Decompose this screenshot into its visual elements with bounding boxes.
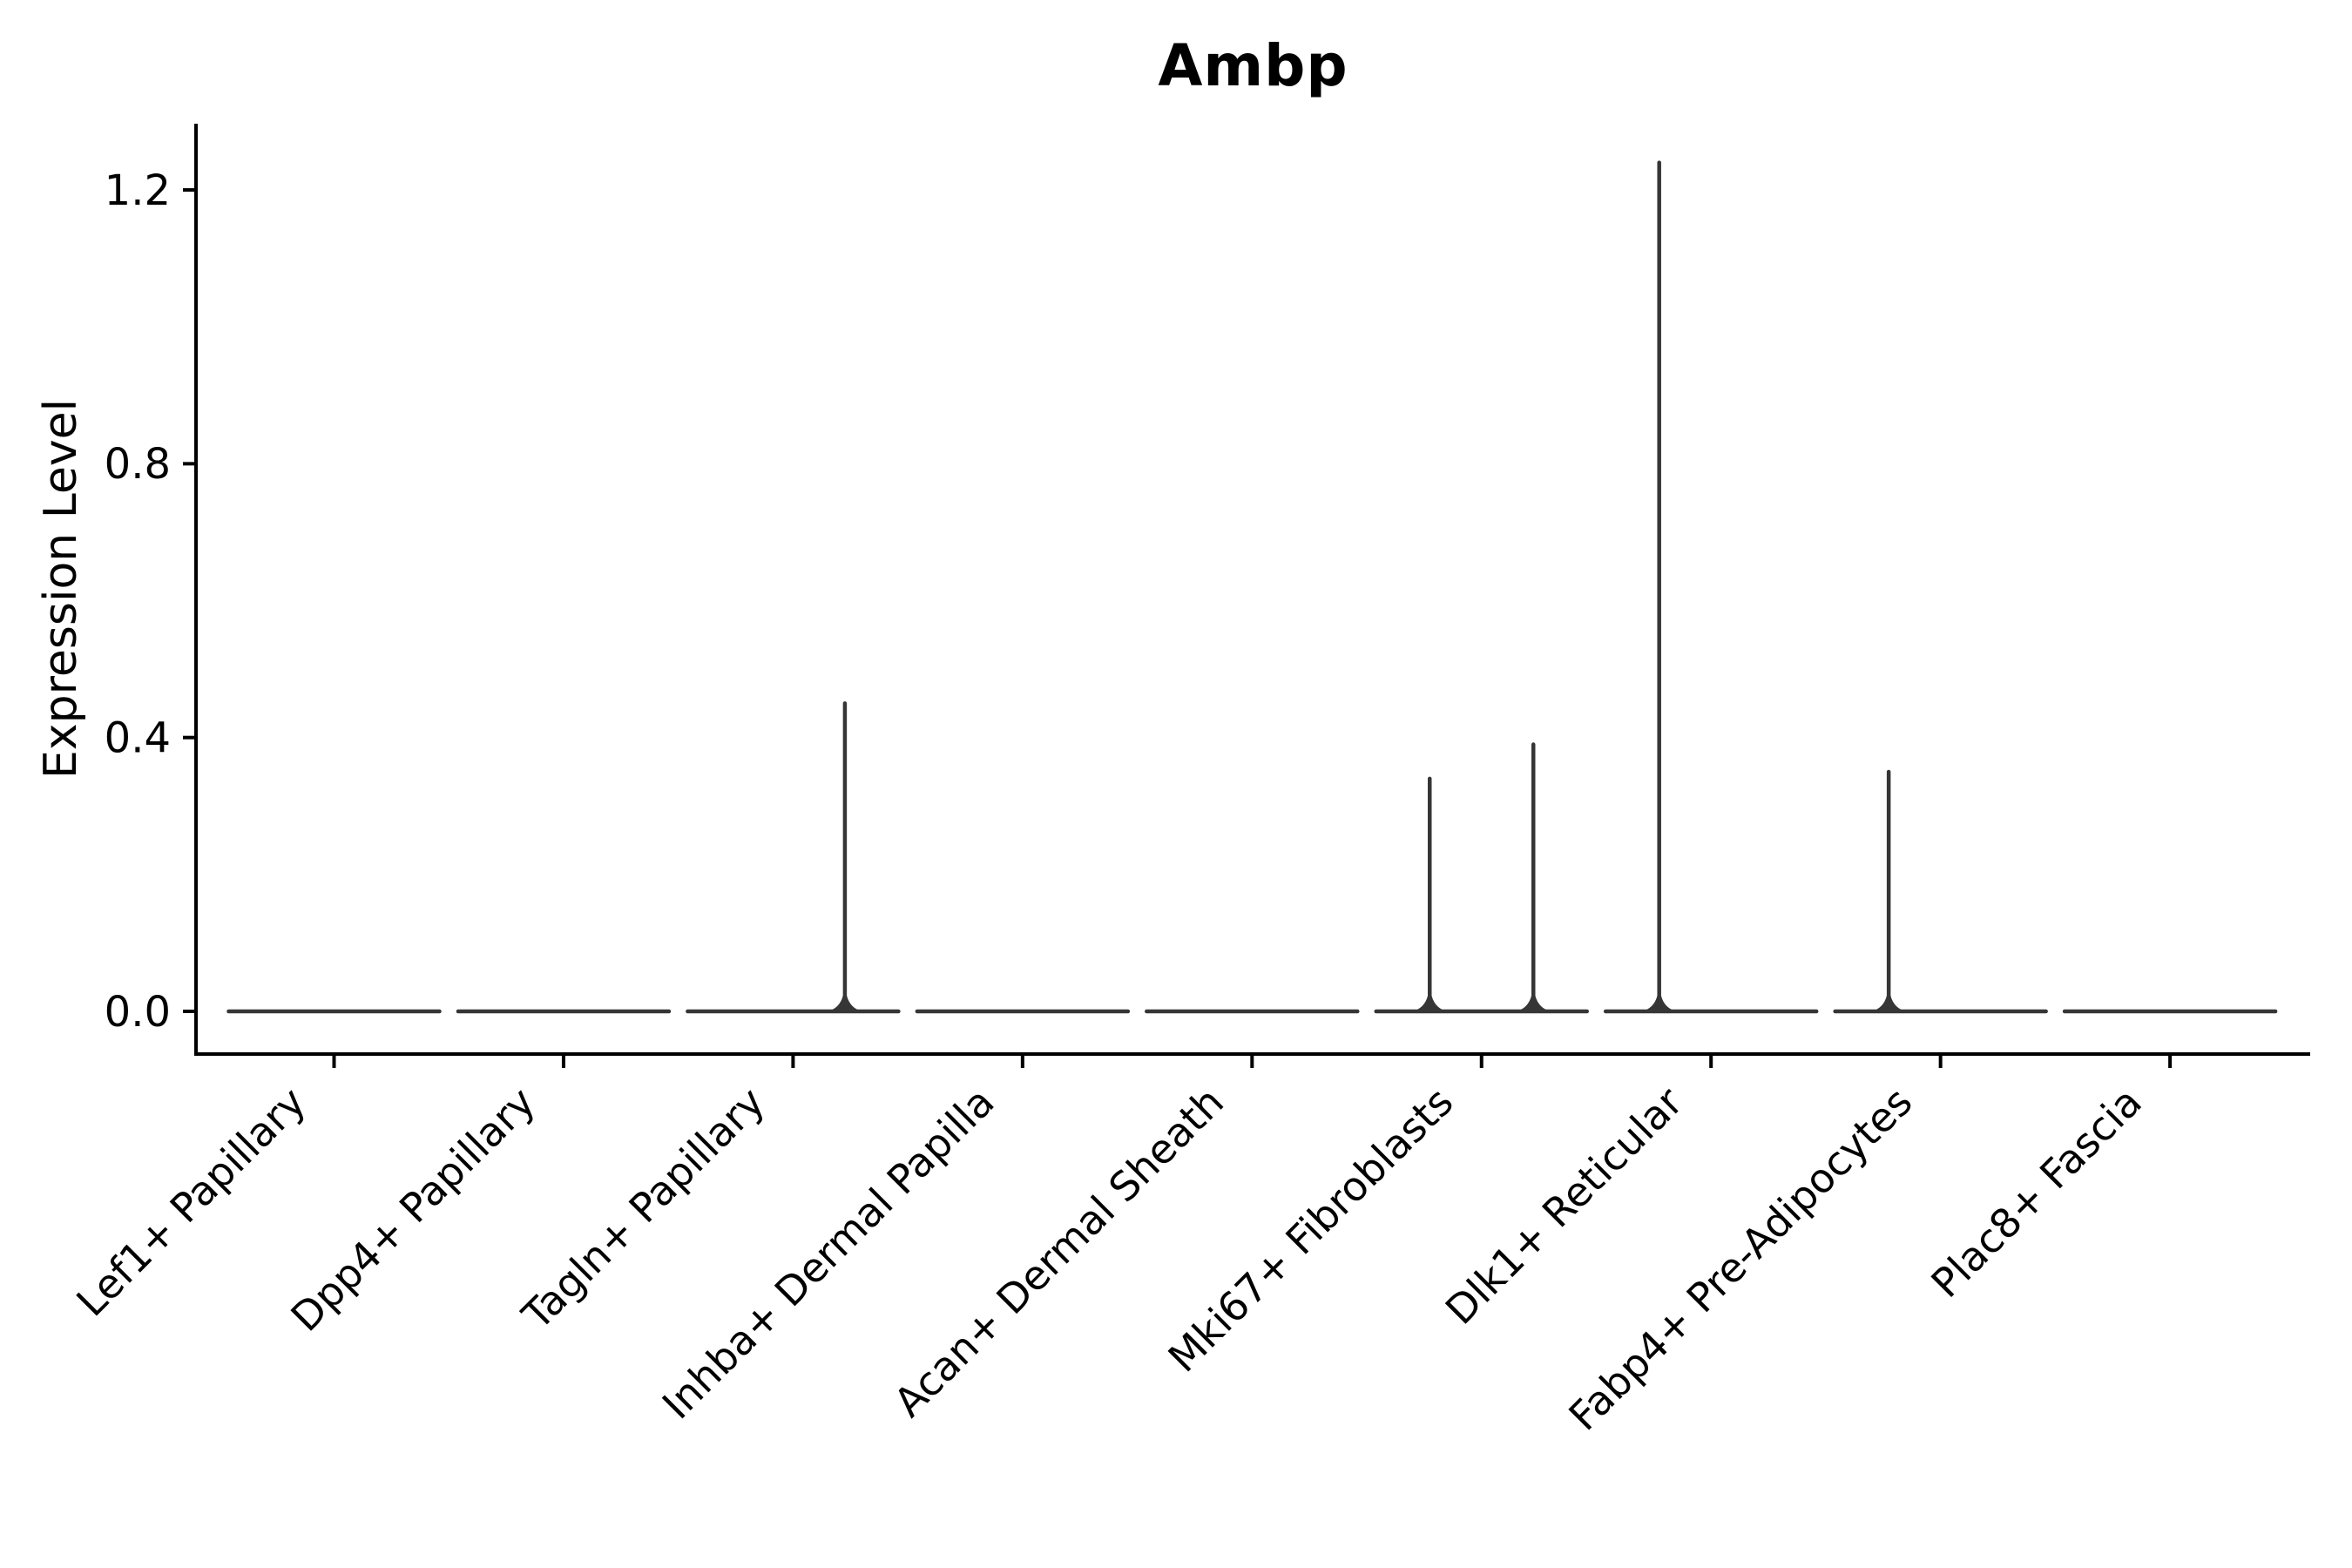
x-tick-label: Lef1+ Papillary [67, 1078, 314, 1326]
chart-title: Ambp [1158, 32, 1348, 99]
x-tick-label: Plac8+ Fascia [1922, 1078, 2150, 1307]
x-tick-label: Dlk1+ Reticular [1436, 1078, 1692, 1334]
y-tick-label: 0.8 [105, 440, 171, 489]
y-tick-label: 0.4 [105, 713, 171, 762]
y-tick-label: 0.0 [105, 988, 171, 1037]
x-tick-label: Tagln+ Papillary [513, 1078, 774, 1340]
x-tick-label: Dpp4+ Papillary [282, 1078, 544, 1341]
y-tick-label: 1.2 [105, 166, 171, 215]
